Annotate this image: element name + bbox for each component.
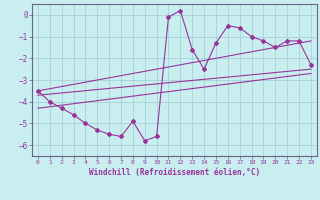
X-axis label: Windchill (Refroidissement éolien,°C): Windchill (Refroidissement éolien,°C)	[89, 168, 260, 177]
